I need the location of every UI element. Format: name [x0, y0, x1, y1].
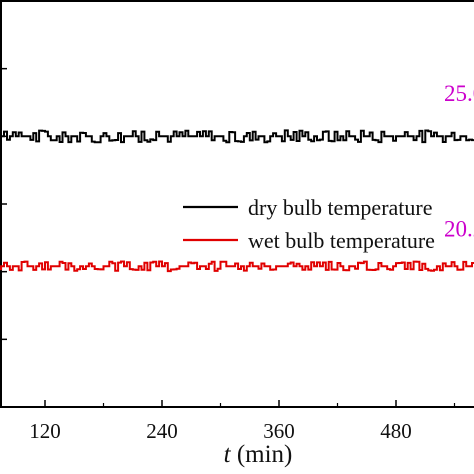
x-tick-label: 120 [29, 419, 61, 443]
legend: dry bulb temperature wet bulb temperature [183, 195, 435, 253]
x-axis-variable: t [224, 441, 232, 468]
x-tick-label: 240 [146, 419, 178, 443]
annotations: 25.0oC 20.2oC [444, 81, 474, 241]
value-annotation: 25.0oC [444, 81, 474, 106]
series-line-dry-bulb [0, 129, 474, 144]
x-ticks: 12024036048060072084096010 [29, 400, 456, 443]
x-axis-title: t (min) [224, 441, 293, 468]
x-axis-unit: (min) [231, 441, 293, 468]
series-line-wet-bulb [0, 260, 474, 273]
series-layer [0, 129, 474, 273]
value-annotation: 20.2oC [444, 216, 474, 241]
x-tick-label: 360 [263, 419, 295, 443]
legend-label: dry bulb temperature [248, 195, 433, 220]
legend-label: wet bulb temperature [248, 228, 435, 253]
x-tick-label: 480 [380, 419, 412, 443]
